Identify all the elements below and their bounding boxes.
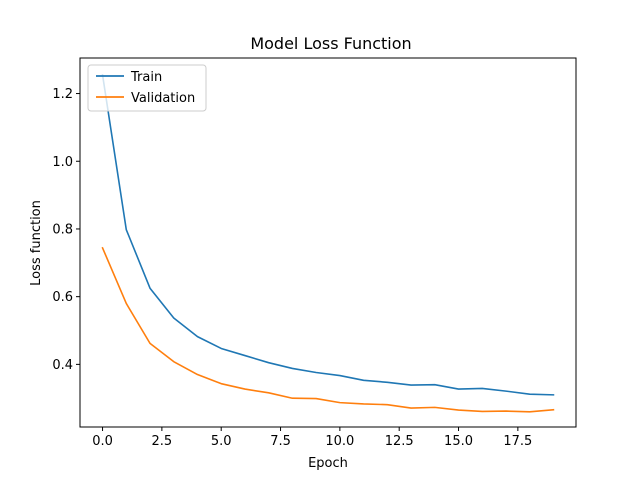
x-tick-label: 0.0 <box>92 434 113 449</box>
series-line-validation <box>101 246 555 413</box>
x-tick-label: 2.5 <box>152 434 173 449</box>
x-tick-label: 17.5 <box>503 434 532 449</box>
y-tick-label: 0.6 <box>52 290 73 305</box>
chart-title: Model Loss Function <box>250 34 411 53</box>
x-tick-label: 7.5 <box>270 434 291 449</box>
y-axis: 0.4 0.6 0.8 1.0 1.2 <box>52 87 80 373</box>
legend-label-train: Train <box>130 70 162 85</box>
plot-frame <box>79 57 577 428</box>
x-tick-label: 12.5 <box>385 434 414 449</box>
y-tick-label: 1.2 <box>52 87 73 102</box>
legend-label-validation: Validation <box>131 91 195 106</box>
y-tick-label: 0.4 <box>52 358 73 373</box>
legend: Train Validation <box>87 64 207 112</box>
series-lines <box>101 74 555 413</box>
x-tick-label: 10.0 <box>325 434 354 449</box>
x-axis: 0.0 2.5 5.0 7.5 10.0 12.5 15.0 17.5 <box>92 427 532 449</box>
y-tick-label: 0.8 <box>52 222 73 237</box>
y-axis-label: Loss function <box>29 200 44 286</box>
x-tick-label: 5.0 <box>211 434 232 449</box>
y-tick-label: 1.0 <box>52 155 73 170</box>
series-line-train <box>101 74 555 396</box>
x-axis-label: Epoch <box>308 456 348 471</box>
x-tick-label: 15.0 <box>444 434 473 449</box>
